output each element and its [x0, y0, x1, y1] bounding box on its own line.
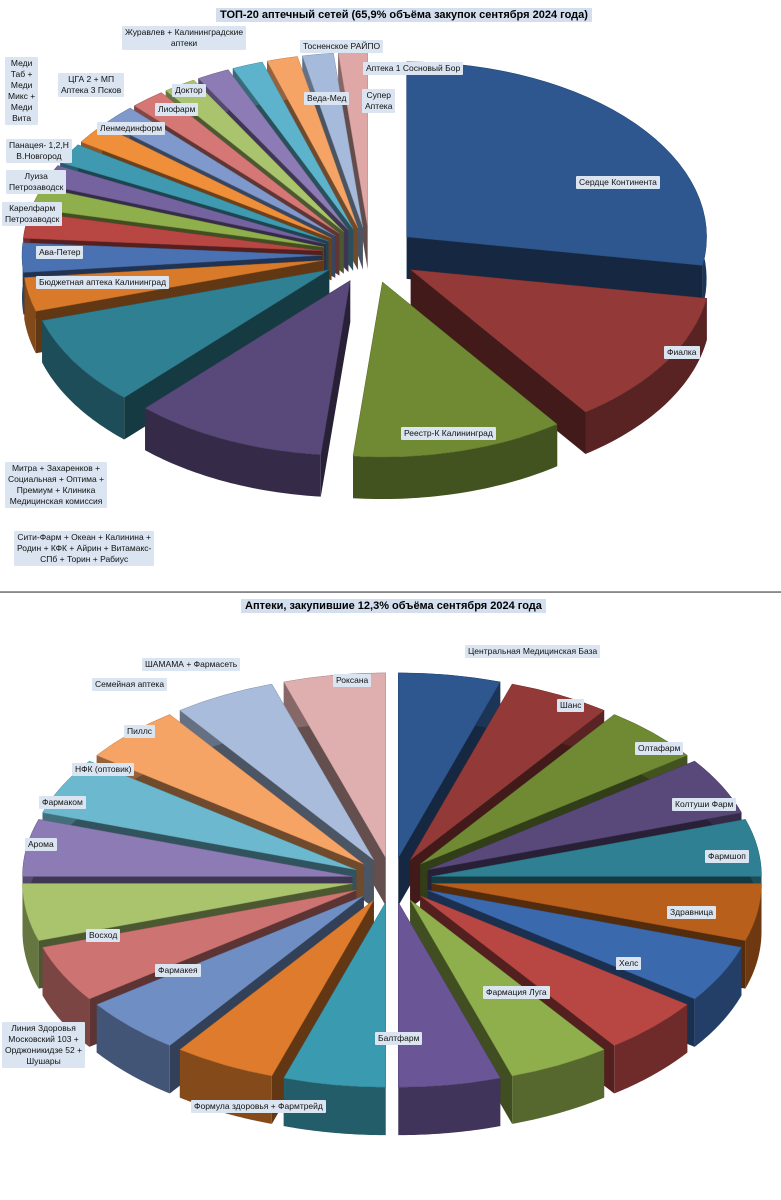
pie-slice: [406, 61, 707, 308]
pie-slice-top: [179, 683, 375, 861]
pie-slice: [352, 281, 558, 500]
pie-slice-top: [398, 672, 501, 859]
slice-label: Супер Аптека: [362, 89, 396, 113]
pie-slice-side: [406, 236, 703, 308]
chart-title-bottom: Аптеки, закупившие 12,3% объёма сентября…: [241, 599, 546, 613]
divider: [0, 592, 781, 593]
slice-label: ЦГА 2 + МП Аптека 3 Псков: [58, 73, 125, 97]
pie-slice-top: [409, 683, 605, 861]
pie-slice-side: [410, 269, 586, 455]
pie-slice-top: [406, 61, 707, 266]
slice-label: Лиофарм: [155, 103, 199, 116]
pie-slice-top: [409, 269, 708, 413]
pie-slice-side: [320, 280, 351, 497]
slice-label: Фиалка: [664, 346, 700, 359]
slice-label: Журавлев + Калининградские аптеки: [122, 26, 247, 50]
pie-slice-top: [96, 895, 364, 1046]
pie-slice-top: [179, 899, 375, 1077]
slice-label: Фармация Луга: [483, 986, 550, 999]
slice-label: Панацея- 1,2,Н В.Новгород: [6, 139, 72, 163]
pie-slice-top: [352, 281, 558, 458]
slice-label: Тосненское РАЙПО: [300, 40, 384, 53]
slice-label: Роксана: [333, 674, 372, 687]
pie-slice: [398, 901, 501, 1136]
pie-slice-top: [22, 883, 353, 941]
pie-slice-wall: [614, 1004, 688, 1094]
slice-label: Фармакея: [155, 964, 201, 977]
pie-slice-top: [42, 760, 357, 871]
slice-label: Олтафарм: [635, 742, 684, 755]
slice-label: Хелс: [616, 957, 642, 970]
slice-label: Аптека 1 Сосновый Бор: [363, 62, 464, 75]
pie-slice-top: [24, 260, 323, 312]
slice-label: Меди Таб + Меди Микс + Меди Вита: [5, 57, 39, 125]
slice-label: Формула здоровья + Фармтрейд: [191, 1100, 326, 1113]
slice-label: Ленмединформ: [97, 122, 166, 135]
pie-slice-top: [420, 714, 688, 865]
slice-label: Семейная аптека: [92, 678, 168, 691]
slice-label: НФК (оптовик): [72, 763, 135, 776]
pie-slice-wall: [22, 883, 39, 989]
slice-label: Карелфарм Петрозаводск: [2, 202, 63, 226]
pie-slice-wall: [585, 298, 707, 455]
pie-slice-top: [21, 242, 323, 273]
chart-title-top: ТОП-20 аптечный сетей (65,9% объёма заку…: [216, 8, 592, 22]
slice-label: Веда-Мед: [304, 92, 350, 105]
slice-label: Арома: [25, 838, 57, 851]
pie-slice-top: [420, 895, 688, 1046]
slice-label: Реестр-К Калининград: [401, 427, 496, 440]
pie-slice: [409, 269, 708, 455]
slice-label: Линия Здоровья Московский 103 + Орджоник…: [2, 1022, 86, 1068]
slice-label: Сити-Фарм + Океан + Калинина + Родин + К…: [14, 531, 155, 566]
pie-slice-wall: [694, 947, 742, 1047]
slice-label: Доктор: [172, 84, 206, 97]
pie-chart-top: [21, 51, 708, 500]
pie-slice-top: [431, 819, 762, 877]
pie-slice-wall: [353, 424, 558, 500]
pie-slice-wall: [283, 1078, 386, 1136]
pie-slice-top: [427, 889, 742, 1000]
slice-label: Пиллс: [124, 725, 156, 738]
slice-label: Луиза Петрозаводск: [6, 170, 67, 194]
pie-slice: [144, 279, 351, 497]
slice-label: Балтфарм: [375, 1032, 423, 1045]
pie-slice-wall: [512, 1049, 605, 1124]
slice-label: Восход: [86, 929, 121, 942]
pie-slice-top: [232, 61, 354, 229]
pie-slice-wall: [398, 1078, 501, 1136]
pie-slice-top: [427, 760, 742, 871]
pie-slice-top: [144, 279, 351, 455]
slice-label: Бюджетная аптека Калининград: [36, 276, 170, 289]
pie-slice-wall: [745, 883, 762, 989]
pie-slice-top: [41, 269, 330, 398]
slice-label: Митра + Захаренков + Социальная + Оптима…: [5, 462, 108, 508]
pie-slice-top: [133, 92, 340, 234]
pie-slice-top: [283, 901, 386, 1088]
slice-label: Фармшоп: [705, 850, 749, 863]
pie-slice-top: [398, 901, 501, 1088]
slice-label: Шанс: [557, 699, 585, 712]
slice-label: Центральная Медицинская База: [465, 645, 601, 658]
slice-label: Фармаком: [39, 796, 86, 809]
pie-slice-wall: [145, 408, 321, 497]
pie-slice-wall: [96, 1004, 170, 1094]
slice-label: Здравница: [667, 906, 717, 919]
pie-slice-wall: [24, 277, 36, 354]
pie-slice-top: [266, 56, 359, 229]
slice-label: ШАМАМА + Фармасеть: [142, 658, 241, 671]
pie-slice: [283, 901, 386, 1136]
slice-label: Колтуши Фарм: [672, 798, 737, 811]
slice-label: Сердце Континента: [576, 176, 660, 189]
pie-slice-top: [42, 889, 357, 1000]
pie-slice-top: [197, 69, 349, 231]
slice-label: Ава-Петер: [36, 246, 84, 259]
pie-slice-top: [431, 883, 762, 941]
